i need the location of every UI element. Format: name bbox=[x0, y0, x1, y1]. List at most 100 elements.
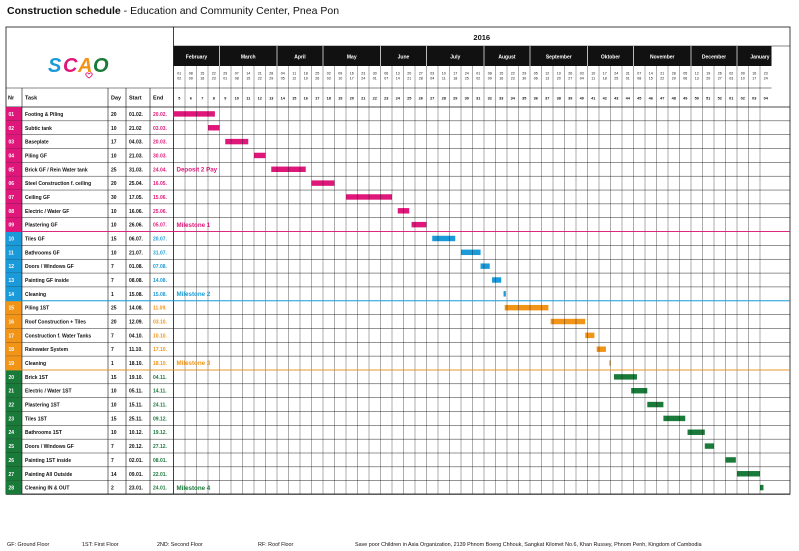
task-days: 1 bbox=[111, 292, 114, 298]
gantt-bar bbox=[208, 125, 220, 131]
week-date-end: 05 bbox=[281, 77, 285, 81]
task-name: Cleaning bbox=[25, 292, 46, 298]
row-number: 06 bbox=[9, 181, 15, 187]
task-start: 26.06. bbox=[129, 223, 144, 229]
gantt-bar bbox=[725, 457, 736, 463]
week-date-end: 01 bbox=[626, 77, 630, 81]
task-name: Construction f. Water Tanks bbox=[25, 333, 91, 339]
task-days: 10 bbox=[111, 153, 117, 159]
task-end: 10.10. bbox=[153, 333, 168, 339]
row-number-cell bbox=[6, 397, 22, 412]
row-number-cell bbox=[6, 453, 22, 467]
row-number: 04 bbox=[9, 153, 15, 159]
week-number: 13 bbox=[269, 97, 273, 101]
row-number-cell bbox=[6, 162, 22, 177]
task-start: 25.04. bbox=[129, 181, 144, 187]
task-days: 10 bbox=[111, 209, 117, 215]
week-number: 47 bbox=[660, 97, 664, 101]
week-number: 02 bbox=[741, 97, 745, 101]
week-date-start: 12 bbox=[545, 72, 549, 76]
task-start: 08.08. bbox=[129, 278, 144, 284]
row-number-cell bbox=[6, 411, 22, 426]
row-number-cell bbox=[6, 314, 22, 329]
week-number: 21 bbox=[361, 97, 365, 101]
week-date-end: 22 bbox=[660, 77, 664, 81]
week-number: 38 bbox=[557, 97, 561, 101]
month-label: July bbox=[450, 55, 460, 61]
week-date-start: 29 bbox=[223, 72, 227, 76]
month-label: June bbox=[398, 55, 410, 61]
gantt-bar bbox=[173, 111, 215, 117]
gantt-bar bbox=[480, 263, 490, 269]
task-days: 7 bbox=[111, 264, 114, 270]
task-start: 15.08. bbox=[129, 292, 144, 298]
task-end: 04.11. bbox=[153, 375, 167, 381]
header-nr: Nr bbox=[8, 96, 15, 102]
row-number-cell bbox=[6, 176, 22, 191]
week-date-start: 17 bbox=[453, 72, 457, 76]
week-number: 27 bbox=[430, 97, 434, 101]
row-number: 11 bbox=[9, 250, 15, 256]
task-end: 31.07. bbox=[153, 250, 168, 256]
week-number: 12 bbox=[258, 97, 262, 101]
week-number: 44 bbox=[626, 97, 631, 101]
week-date-start: 28 bbox=[672, 72, 676, 76]
week-date-start: 10 bbox=[591, 72, 595, 76]
row-number: 09 bbox=[9, 223, 15, 229]
week-number: 37 bbox=[545, 97, 549, 101]
week-date-start: 31 bbox=[626, 72, 630, 76]
task-name: Bathrooms 1ST bbox=[25, 430, 62, 436]
week-date-start: 22 bbox=[212, 72, 216, 76]
week-number: 10 bbox=[235, 97, 239, 101]
row-number: 07 bbox=[9, 195, 15, 201]
task-name: Piling 1ST bbox=[25, 306, 49, 312]
week-number: 28 bbox=[442, 97, 446, 101]
week-number: 03 bbox=[752, 97, 756, 101]
week-number: 45 bbox=[637, 97, 641, 101]
task-start: 21.03. bbox=[129, 153, 144, 159]
week-date-end: 16 bbox=[499, 77, 503, 81]
week-date-end: 27 bbox=[568, 77, 572, 81]
task-days: 2 bbox=[111, 486, 114, 492]
week-date-start: 08 bbox=[189, 72, 193, 76]
week-date-end: 15 bbox=[246, 77, 250, 81]
row-number: 24 bbox=[9, 430, 15, 436]
task-end: 17.10. bbox=[153, 347, 168, 353]
logo-letter: A bbox=[77, 55, 92, 77]
week-number: 17 bbox=[315, 97, 319, 101]
milestone-label: Milestone 3 bbox=[177, 360, 211, 367]
task-days: 14 bbox=[111, 472, 117, 478]
task-end: 27.12. bbox=[153, 444, 168, 450]
task-name: Brick 1ST bbox=[25, 375, 48, 381]
task-days: 7 bbox=[111, 278, 114, 284]
gantt-bar bbox=[432, 235, 456, 242]
task-days: 1 bbox=[111, 361, 114, 367]
task-days: 17 bbox=[111, 140, 117, 146]
week-date-end: 24 bbox=[764, 77, 768, 81]
week-date-end: 18 bbox=[453, 77, 457, 81]
task-name: Electric / Water 1ST bbox=[25, 389, 72, 395]
week-date-start: 29 bbox=[522, 72, 526, 76]
row-number: 23 bbox=[9, 416, 15, 422]
week-date-end: 10 bbox=[338, 77, 342, 81]
week-date-start: 22 bbox=[511, 72, 515, 76]
week-date-end: 22 bbox=[258, 77, 262, 81]
task-start: 04.10. bbox=[129, 333, 144, 339]
row-number: 16 bbox=[9, 320, 15, 326]
task-days: 7 bbox=[111, 347, 114, 353]
month-label: September bbox=[546, 55, 572, 61]
gantt-bar bbox=[631, 388, 648, 394]
week-date-end: 20 bbox=[706, 77, 710, 81]
gantt-bar bbox=[613, 374, 637, 380]
week-number: 15 bbox=[292, 97, 296, 101]
task-start: 31.03. bbox=[129, 167, 144, 173]
gantt-bar bbox=[663, 415, 686, 422]
week-date-start: 03 bbox=[580, 72, 584, 76]
month-label: August bbox=[498, 55, 516, 61]
month-label: April bbox=[294, 55, 306, 61]
footer-first-note: 1ST: First Floor bbox=[82, 542, 119, 548]
row-number: 20 bbox=[9, 375, 15, 381]
footer-gf-note: GF: Ground Floor bbox=[7, 542, 50, 548]
row-number-cell bbox=[6, 217, 22, 232]
